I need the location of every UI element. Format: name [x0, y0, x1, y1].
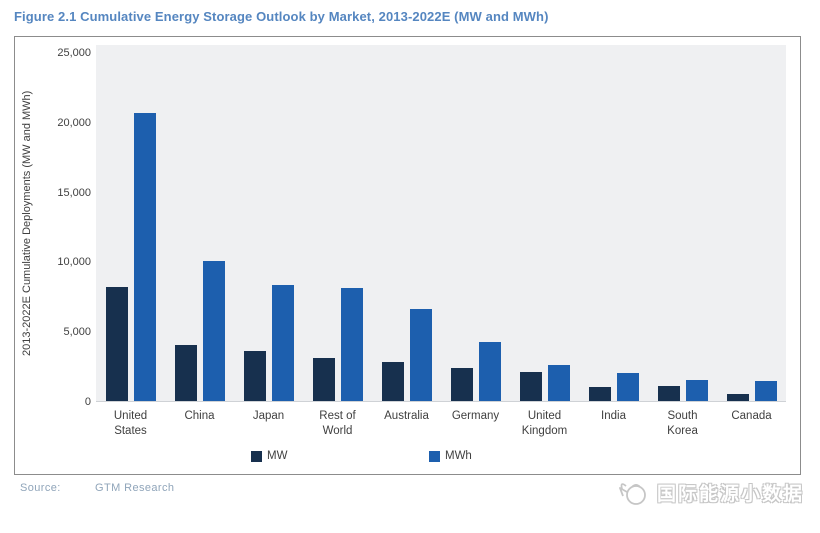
x-label-china: China	[184, 410, 215, 422]
bar-group-canada	[717, 381, 786, 401]
y-tick-label: 25,000	[57, 47, 91, 59]
bar-groups	[96, 45, 786, 401]
bar-mw-united-kingdom	[519, 371, 542, 401]
y-axis-ticks: 0 5,000 10,000 15,000 20,000 25,000	[15, 45, 91, 408]
bar-mw-rest-of-world	[312, 357, 335, 401]
bar-mw-south-korea	[657, 385, 680, 401]
bar-mwh-united-kingdom	[547, 364, 570, 401]
source-row: Source: GTM Research	[20, 482, 174, 494]
x-label-canada: Canada	[731, 410, 772, 422]
watermark-text: 国际能源小数据	[656, 483, 804, 505]
kettle-icon	[619, 483, 646, 505]
bar-group-japan	[234, 285, 303, 401]
bar-group-united-kingdom	[510, 364, 579, 401]
bar-mwh-rest-of-world	[340, 287, 363, 401]
bar-mw-japan	[243, 350, 266, 401]
bar-mwh-australia	[409, 308, 432, 401]
legend-swatch-mw	[251, 450, 262, 462]
bar-mw-australia	[381, 361, 404, 401]
y-tick-label: 10,000	[57, 256, 91, 269]
chart-legend: MW MWh	[15, 450, 800, 468]
bar-mw-united-states	[105, 286, 128, 401]
y-tick-label: 15,000	[57, 186, 91, 199]
source-value: GTM Research	[95, 482, 175, 494]
bar-group-south-korea	[648, 380, 717, 401]
bar-mwh-india	[616, 373, 639, 401]
x-label-united-kingdom: United Kingdom	[521, 410, 568, 437]
bar-mw-india	[588, 387, 611, 401]
x-label-south-korea: South Korea	[667, 410, 698, 437]
bar-group-china	[165, 261, 234, 401]
bar-mwh-south-korea	[685, 380, 708, 401]
bar-mwh-germany	[478, 342, 501, 401]
bar-mw-canada	[726, 394, 749, 401]
bar-group-australia	[372, 308, 441, 401]
x-label-japan: Japan	[252, 410, 285, 422]
x-label-india: India	[601, 410, 626, 422]
chart-container: 2013-2022E Cumulative Deployments (MW an…	[14, 36, 801, 475]
bar-mwh-canada	[754, 381, 777, 401]
y-tick-label: 5,000	[63, 326, 91, 339]
y-tick-label: 20,000	[57, 116, 91, 129]
legend-label-mwh: MWh	[445, 450, 472, 462]
source-label: Source:	[20, 482, 61, 494]
bar-mwh-united-states	[133, 113, 156, 401]
bar-group-germany	[441, 342, 510, 401]
watermark: 国际能源小数据	[616, 477, 804, 507]
legend-label-mw: MW	[267, 450, 288, 462]
bar-group-rest-of-world	[303, 287, 372, 401]
legend-item-mwh: MWh	[429, 450, 472, 462]
bar-group-india	[579, 373, 648, 401]
y-tick-label: 0	[84, 396, 91, 408]
bar-mwh-china	[202, 261, 225, 401]
legend-swatch-mwh	[429, 450, 440, 462]
legend-item-mw: MW	[251, 450, 287, 462]
x-label-australia: Australia	[384, 410, 429, 422]
x-label-germany: Germany	[451, 410, 500, 422]
bar-mwh-japan	[271, 285, 294, 401]
bar-mw-germany	[450, 367, 473, 401]
bar-mw-china	[174, 345, 197, 401]
x-axis-labels: United States China Japan Rest of World Aust…	[96, 409, 786, 438]
x-label-united-states: United States	[113, 410, 148, 437]
x-label-rest-of-world: Rest of World	[319, 410, 356, 437]
figure-title: Figure 2.1 Cumulative Energy Storage Out…	[14, 9, 549, 24]
bar-group-united-states	[96, 113, 165, 401]
plot-area	[96, 45, 786, 402]
